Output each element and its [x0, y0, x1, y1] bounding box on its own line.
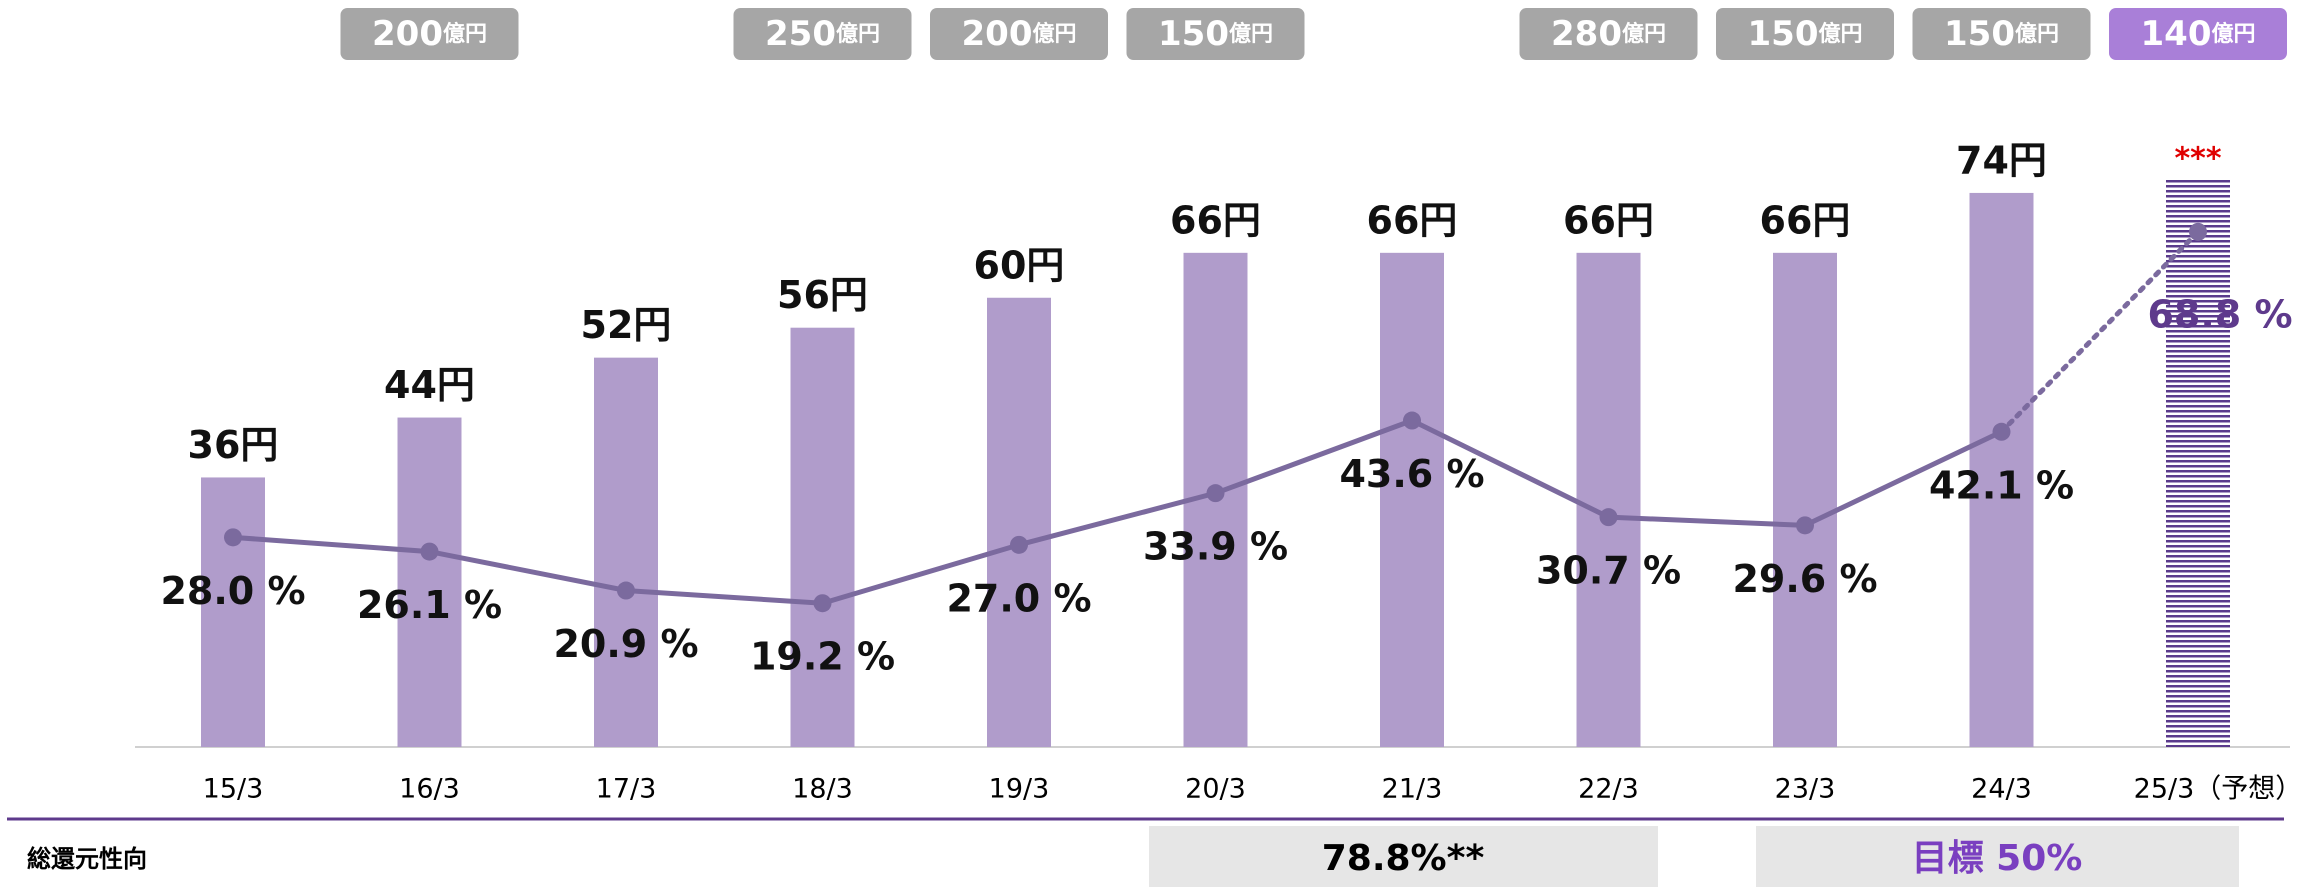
buyback-value: 200	[962, 14, 1033, 54]
x-tick-label: 16/3	[399, 774, 460, 805]
bar-label: 66円	[1760, 198, 1851, 242]
line-label: 33.9 %	[1143, 525, 1288, 569]
buyback-value: 150	[1158, 14, 1229, 54]
target-box	[1756, 826, 2239, 887]
buyback-value: 150	[1748, 14, 1819, 54]
line-label: 28.0 %	[160, 569, 305, 613]
bar-label: ***	[2174, 141, 2221, 176]
bar	[1380, 252, 1444, 747]
total-return-box	[1149, 826, 1658, 887]
line-label: 19.2 %	[750, 635, 895, 679]
line-label: 26.1 %	[357, 583, 502, 627]
bar-label: 66円	[1563, 198, 1654, 242]
bar-label: 66円	[1170, 198, 1261, 242]
buyback-unit: 億円	[1622, 21, 1666, 47]
buyback-label: 200億円	[962, 14, 1077, 54]
buyback-badge	[733, 8, 912, 60]
line-label: 27.0 %	[946, 576, 1091, 620]
buyback-label: 150億円	[1944, 14, 2059, 54]
line	[232, 417, 2003, 606]
bar	[1969, 192, 2034, 748]
line-point	[1599, 508, 1618, 527]
buyback-badge	[1912, 8, 2091, 60]
line-label: 29.6 %	[1732, 557, 1877, 601]
buyback-label: 150億円	[1158, 14, 1273, 54]
x-tick-label: 23/3	[1775, 774, 1836, 805]
buyback-label: 200億円	[372, 14, 487, 54]
buyback-value: 140	[2141, 14, 2212, 54]
bar	[201, 477, 265, 747]
bar-label: 44円	[384, 363, 475, 407]
total-return-value: 78.8%**	[1322, 838, 1485, 879]
x-tick-label: 17/3	[596, 774, 657, 805]
buyback-value: 200	[372, 14, 443, 54]
buyback-label: 280億円	[1551, 14, 1666, 54]
line-label: 42.1 %	[1929, 463, 2074, 507]
line-point	[420, 542, 439, 561]
x-tick-label: 22/3	[1578, 774, 1639, 805]
bar-label: 56円	[777, 273, 868, 317]
buyback-unit: 億円	[836, 21, 880, 47]
forecast-line	[1999, 229, 2201, 435]
buyback-badge	[930, 8, 1108, 60]
x-tick-label: 15/3	[203, 774, 264, 805]
buyback-unit: 億円	[1032, 21, 1076, 47]
line-point	[813, 594, 832, 613]
buyback-unit: 億円	[1818, 21, 1862, 47]
bar	[1773, 252, 1837, 747]
buyback-badge	[340, 8, 519, 60]
bar-label: 60円	[974, 243, 1065, 287]
x-tick-label: 24/3	[1971, 774, 2032, 805]
bar-label: 52円	[581, 303, 672, 347]
line-point	[1010, 535, 1028, 554]
buyback-label: 140億円	[2141, 14, 2256, 54]
x-tick-label: 18/3	[792, 774, 853, 805]
buyback-unit: 億円	[2015, 21, 2059, 47]
bar	[790, 327, 855, 747]
target-value: 目標 50%	[1912, 838, 2083, 879]
line-label: 30.7 %	[1536, 549, 1681, 593]
buyback-value: 250	[765, 14, 836, 54]
line-point	[1992, 422, 2011, 441]
buyback-label: 150億円	[1748, 14, 1863, 54]
line-label: 20.9 %	[553, 622, 698, 666]
x-tick-label: 25/3（予想）	[2134, 774, 2303, 805]
buyback-badge	[1126, 8, 1305, 60]
x-tick-label: 20/3	[1185, 774, 1246, 805]
buyback-badge	[1716, 8, 1894, 60]
bar	[987, 297, 1051, 747]
bar-label: 36円	[188, 423, 279, 467]
buyback-unit: 億円	[1229, 21, 1273, 47]
line-point	[1403, 411, 1421, 430]
line-point	[1796, 516, 1814, 535]
bar	[397, 417, 462, 747]
buyback-value: 150	[1944, 14, 2015, 54]
line-label: 68.8 %	[2147, 292, 2292, 336]
x-tick-label: 21/3	[1382, 774, 1443, 805]
buyback-unit: 億円	[2211, 21, 2255, 47]
buyback-value: 280	[1551, 14, 1622, 54]
line-point	[617, 581, 635, 600]
bar-label: 66円	[1367, 198, 1458, 242]
line-point	[2189, 222, 2207, 241]
row-label: 総還元性向	[27, 845, 147, 873]
buyback-badge	[1519, 8, 1698, 60]
buyback-unit: 億円	[443, 21, 487, 47]
buyback-label: 250億円	[765, 14, 880, 54]
line-point	[1206, 484, 1225, 503]
buyback-badge	[2109, 8, 2287, 60]
x-tick-label: 19/3	[989, 774, 1050, 805]
bar	[594, 357, 658, 747]
line-label: 43.6 %	[1339, 452, 1484, 496]
line-point	[224, 528, 242, 547]
bar-label: 74円	[1956, 138, 2047, 182]
bar	[2166, 177, 2230, 747]
bar	[1576, 252, 1641, 747]
